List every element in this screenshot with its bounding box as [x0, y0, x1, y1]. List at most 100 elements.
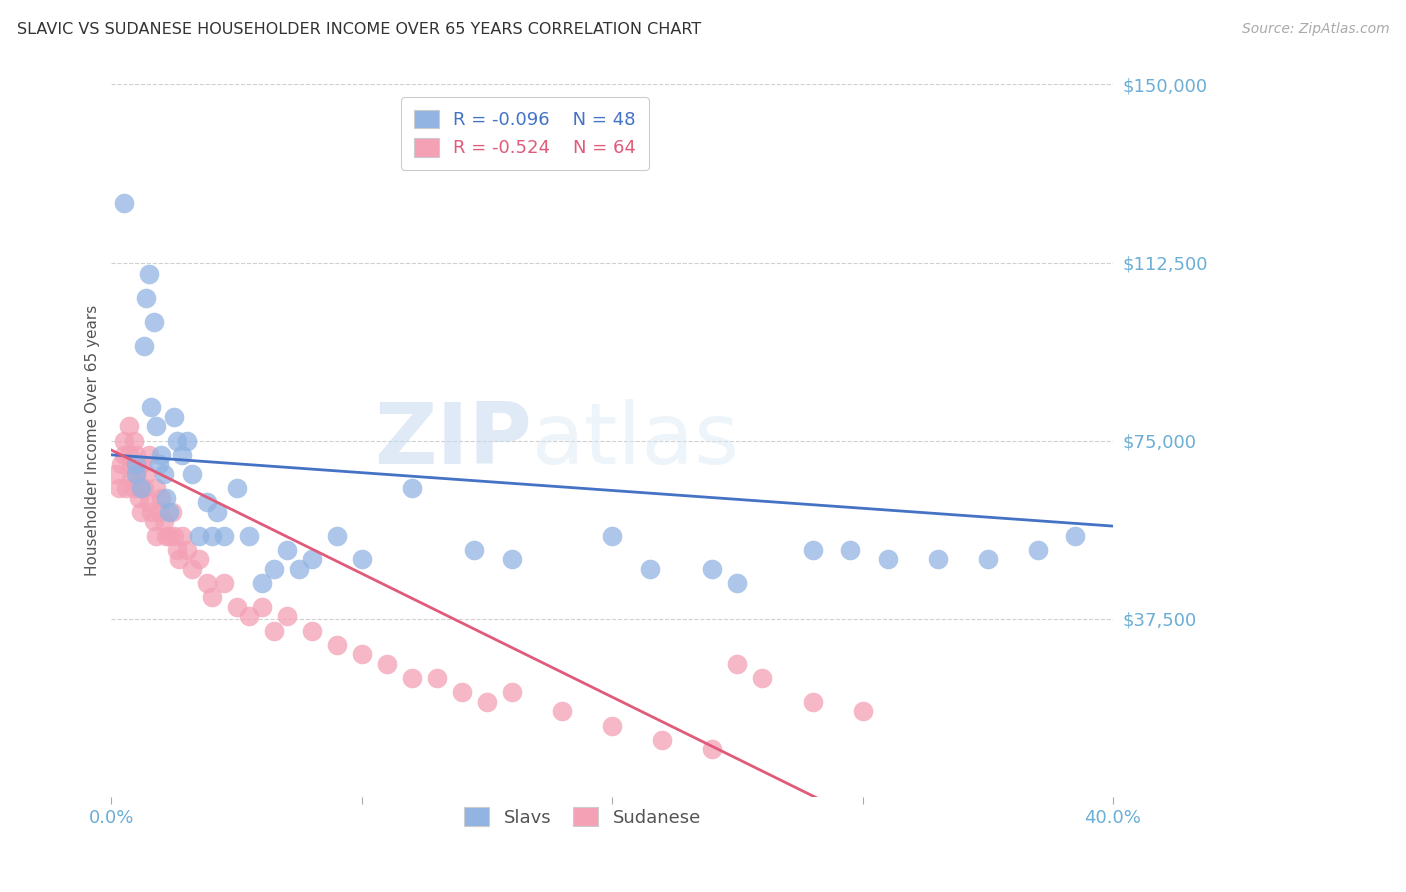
Point [638, 562, 661, 576]
Point [118, 419, 141, 434]
Point [326, 638, 349, 652]
Point [112, 434, 135, 448]
Point [153, 514, 176, 528]
Point [188, 552, 211, 566]
Point [138, 448, 160, 462]
Point [150, 491, 173, 505]
Point [143, 514, 166, 528]
Point [205, 505, 228, 519]
Point [153, 467, 176, 481]
Point [110, 458, 132, 472]
Point [451, 685, 474, 699]
Point [426, 671, 449, 685]
Text: SLAVIC VS SUDANESE HOUSEHOLDER INCOME OVER 65 YEARS CORRELATION CHART: SLAVIC VS SUDANESE HOUSEHOLDER INCOME OV… [17, 22, 702, 37]
Point [166, 542, 188, 557]
Point [195, 495, 218, 509]
Y-axis label: Householder Income Over 65 years: Householder Income Over 65 years [86, 305, 100, 576]
Point [118, 448, 141, 462]
Point [176, 542, 198, 557]
Point [135, 291, 157, 305]
Point [1026, 542, 1049, 557]
Point [115, 481, 138, 495]
Point [212, 576, 235, 591]
Point [225, 599, 247, 614]
Point [131, 505, 153, 519]
Point [145, 528, 167, 542]
Point [141, 505, 163, 519]
Point [128, 481, 150, 495]
Point [141, 401, 163, 415]
Point [150, 448, 173, 462]
Point [401, 671, 423, 685]
Point [212, 528, 235, 542]
Point [170, 528, 193, 542]
Point [166, 434, 188, 448]
Point [148, 505, 170, 519]
Point [122, 481, 145, 495]
Point [120, 458, 142, 472]
Point [501, 685, 523, 699]
Point [125, 458, 148, 472]
Point [463, 542, 485, 557]
Point [170, 448, 193, 462]
Point [176, 434, 198, 448]
Point [839, 542, 862, 557]
Point [250, 599, 273, 614]
Point [276, 609, 298, 624]
Point [852, 704, 875, 718]
Point [276, 542, 298, 557]
Point [801, 542, 824, 557]
Point [350, 552, 373, 566]
Point [138, 268, 160, 282]
Point [145, 481, 167, 495]
Point [163, 528, 186, 542]
Point [375, 657, 398, 671]
Point [143, 315, 166, 329]
Point [225, 481, 247, 495]
Point [288, 562, 311, 576]
Legend: Slavs, Sudanese: Slavs, Sudanese [457, 800, 707, 834]
Point [250, 576, 273, 591]
Point [401, 481, 423, 495]
Point [600, 718, 623, 732]
Point [131, 481, 153, 495]
Point [112, 448, 135, 462]
Point [157, 505, 180, 519]
Point [263, 562, 285, 576]
Point [112, 196, 135, 211]
Point [180, 467, 202, 481]
Point [188, 528, 211, 542]
Point [263, 624, 285, 638]
Point [138, 495, 160, 509]
Text: Source: ZipAtlas.com: Source: ZipAtlas.com [1241, 22, 1389, 37]
Point [600, 528, 623, 542]
Point [132, 338, 155, 352]
Point [105, 467, 128, 481]
Point [157, 528, 180, 542]
Text: ZIP: ZIP [374, 399, 531, 482]
Point [200, 528, 222, 542]
Point [167, 552, 190, 566]
Point [501, 552, 523, 566]
Point [125, 467, 148, 481]
Point [148, 458, 170, 472]
Point [135, 467, 157, 481]
Point [180, 562, 202, 576]
Point [238, 609, 260, 624]
Text: atlas: atlas [531, 399, 740, 482]
Point [702, 562, 724, 576]
Point [702, 742, 724, 756]
Point [128, 491, 150, 505]
Point [725, 576, 748, 591]
Point [301, 624, 323, 638]
Point [155, 528, 177, 542]
Point [163, 409, 186, 424]
Point [132, 481, 155, 495]
Point [751, 671, 773, 685]
Point [651, 732, 673, 747]
Point [125, 467, 148, 481]
Point [131, 458, 153, 472]
Point [725, 657, 748, 671]
Point [108, 481, 131, 495]
Point [551, 704, 574, 718]
